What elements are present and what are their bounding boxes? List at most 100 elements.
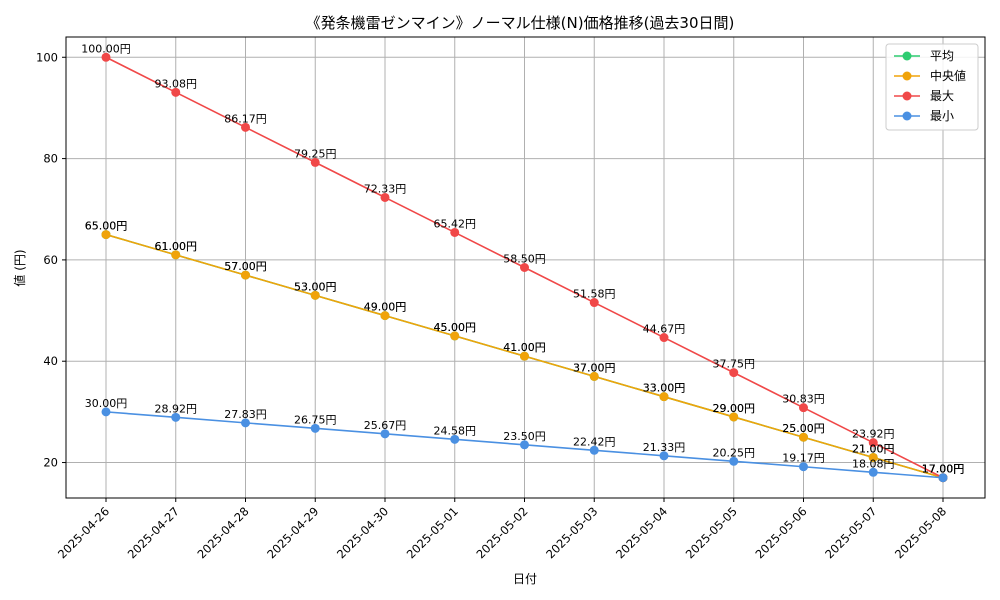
data-point [450,434,460,444]
data-point [589,298,599,308]
x-tick-label: 2025-05-02 [473,504,530,561]
data-label: 21.00円 [852,442,895,455]
legend-marker [902,71,912,81]
data-point [241,270,250,280]
data-label: 41.00円 [503,341,546,354]
data-label: 53.00円 [294,280,337,293]
series-3 [101,407,948,483]
legend-marker [902,91,912,101]
x-tick-label: 2025-04-28 [194,504,251,561]
x-tick-label: 2025-04-26 [55,504,112,561]
y-tick-label: 40 [43,354,58,368]
data-label: 61.00円 [155,240,198,253]
data-label: 61.00円 [155,240,198,253]
y-tick-label: 60 [43,253,58,267]
x-tick-label: 2025-05-05 [683,504,740,561]
data-label: 19.17円 [782,452,825,465]
data-label: 30.83円 [782,393,825,406]
legend-label: 最大 [930,89,954,103]
data-point [520,263,529,272]
data-point [659,392,669,402]
data-point [589,371,599,381]
data-point [380,192,390,202]
data-label: 30.00円 [85,397,128,410]
data-label: 26.75円 [294,413,337,426]
data-point [729,368,739,378]
data-label: 25.00円 [782,422,825,435]
data-label: 57.00円 [224,260,267,273]
data-point [171,87,181,97]
data-label: 20.25円 [713,446,756,459]
data-label: 51.58円 [573,288,616,301]
data-label: 45.00円 [434,321,477,334]
data-point [380,311,390,321]
chart-title: 《発条機雷ゼンマイン》ノーマル仕様(N)価格推移(過去30日間) [306,14,735,32]
x-tick-label: 2025-05-01 [404,504,461,561]
x-tick-label: 2025-04-29 [264,504,321,561]
data-point [799,403,808,413]
data-point [171,412,181,422]
data-point [799,432,808,442]
data-point [310,157,320,167]
data-label: 18.08円 [852,457,895,470]
x-axis-label: 日付 [513,572,537,586]
data-label: 41.00円 [503,341,546,354]
data-point [589,445,599,455]
y-tick-label: 20 [43,456,58,470]
data-label: 37.75円 [713,358,756,371]
data-label: 21.00円 [852,442,895,455]
data-label: 29.00円 [713,402,756,415]
x-tick-label: 2025-05-07 [822,504,879,561]
data-label: 17.00円 [922,463,965,476]
data-point [310,423,320,433]
data-point [101,407,111,417]
data-point [241,122,250,132]
data-label: 37.00円 [573,361,616,374]
data-labels: 65.00円 61.00円 57.00円 53.00円 49.00円 45.00円 41.0… [81,42,964,475]
data-label: 86.17円 [224,112,267,125]
y-tick-label: 80 [43,152,58,166]
data-point [241,418,250,428]
data-point [868,467,878,477]
legend-label: 最小 [930,109,954,123]
data-point [310,290,320,300]
y-axis-label: 値 (円) [12,249,27,286]
data-label: 53.00円 [294,280,337,293]
data-label: 57.00円 [224,260,267,273]
data-point [729,412,739,422]
data-point [450,331,460,341]
data-label: 49.00円 [364,301,407,314]
legend-marker [902,51,912,61]
data-label: 93.08円 [155,77,198,90]
data-label: 72.33円 [364,182,407,195]
data-point [101,230,111,240]
data-label: 25.00円 [782,422,825,435]
data-label: 17.00円 [922,463,965,476]
data-label: 33.00円 [643,382,686,395]
y-tick-label: 100 [36,50,58,64]
data-label: 22.42円 [573,435,616,448]
data-point [799,462,808,472]
series-lines [101,52,948,483]
data-label: 23.92円 [852,428,895,441]
x-tick-label: 2025-05-03 [543,504,600,561]
data-label: 25.67円 [364,419,407,432]
data-label: 29.00円 [713,402,756,415]
data-label: 45.00円 [434,321,477,334]
data-label: 65.42円 [434,217,477,230]
series-2 [101,52,948,483]
data-label: 17.00円 [922,463,965,476]
x-tick-label: 2025-05-08 [892,504,949,561]
data-point [868,438,878,448]
data-point [520,440,529,450]
data-point [101,52,111,62]
x-axis-ticks: 2025-04-26 2025-04-27 2025-04-28 2025-04-29… [55,498,949,561]
data-label: 65.00円 [85,220,128,233]
x-tick-label: 2025-05-04 [613,504,670,561]
data-label: 49.00円 [364,301,407,314]
data-label: 100.00円 [81,42,131,55]
grid-lines [66,37,985,498]
legend-label: 中央値 [930,68,966,83]
